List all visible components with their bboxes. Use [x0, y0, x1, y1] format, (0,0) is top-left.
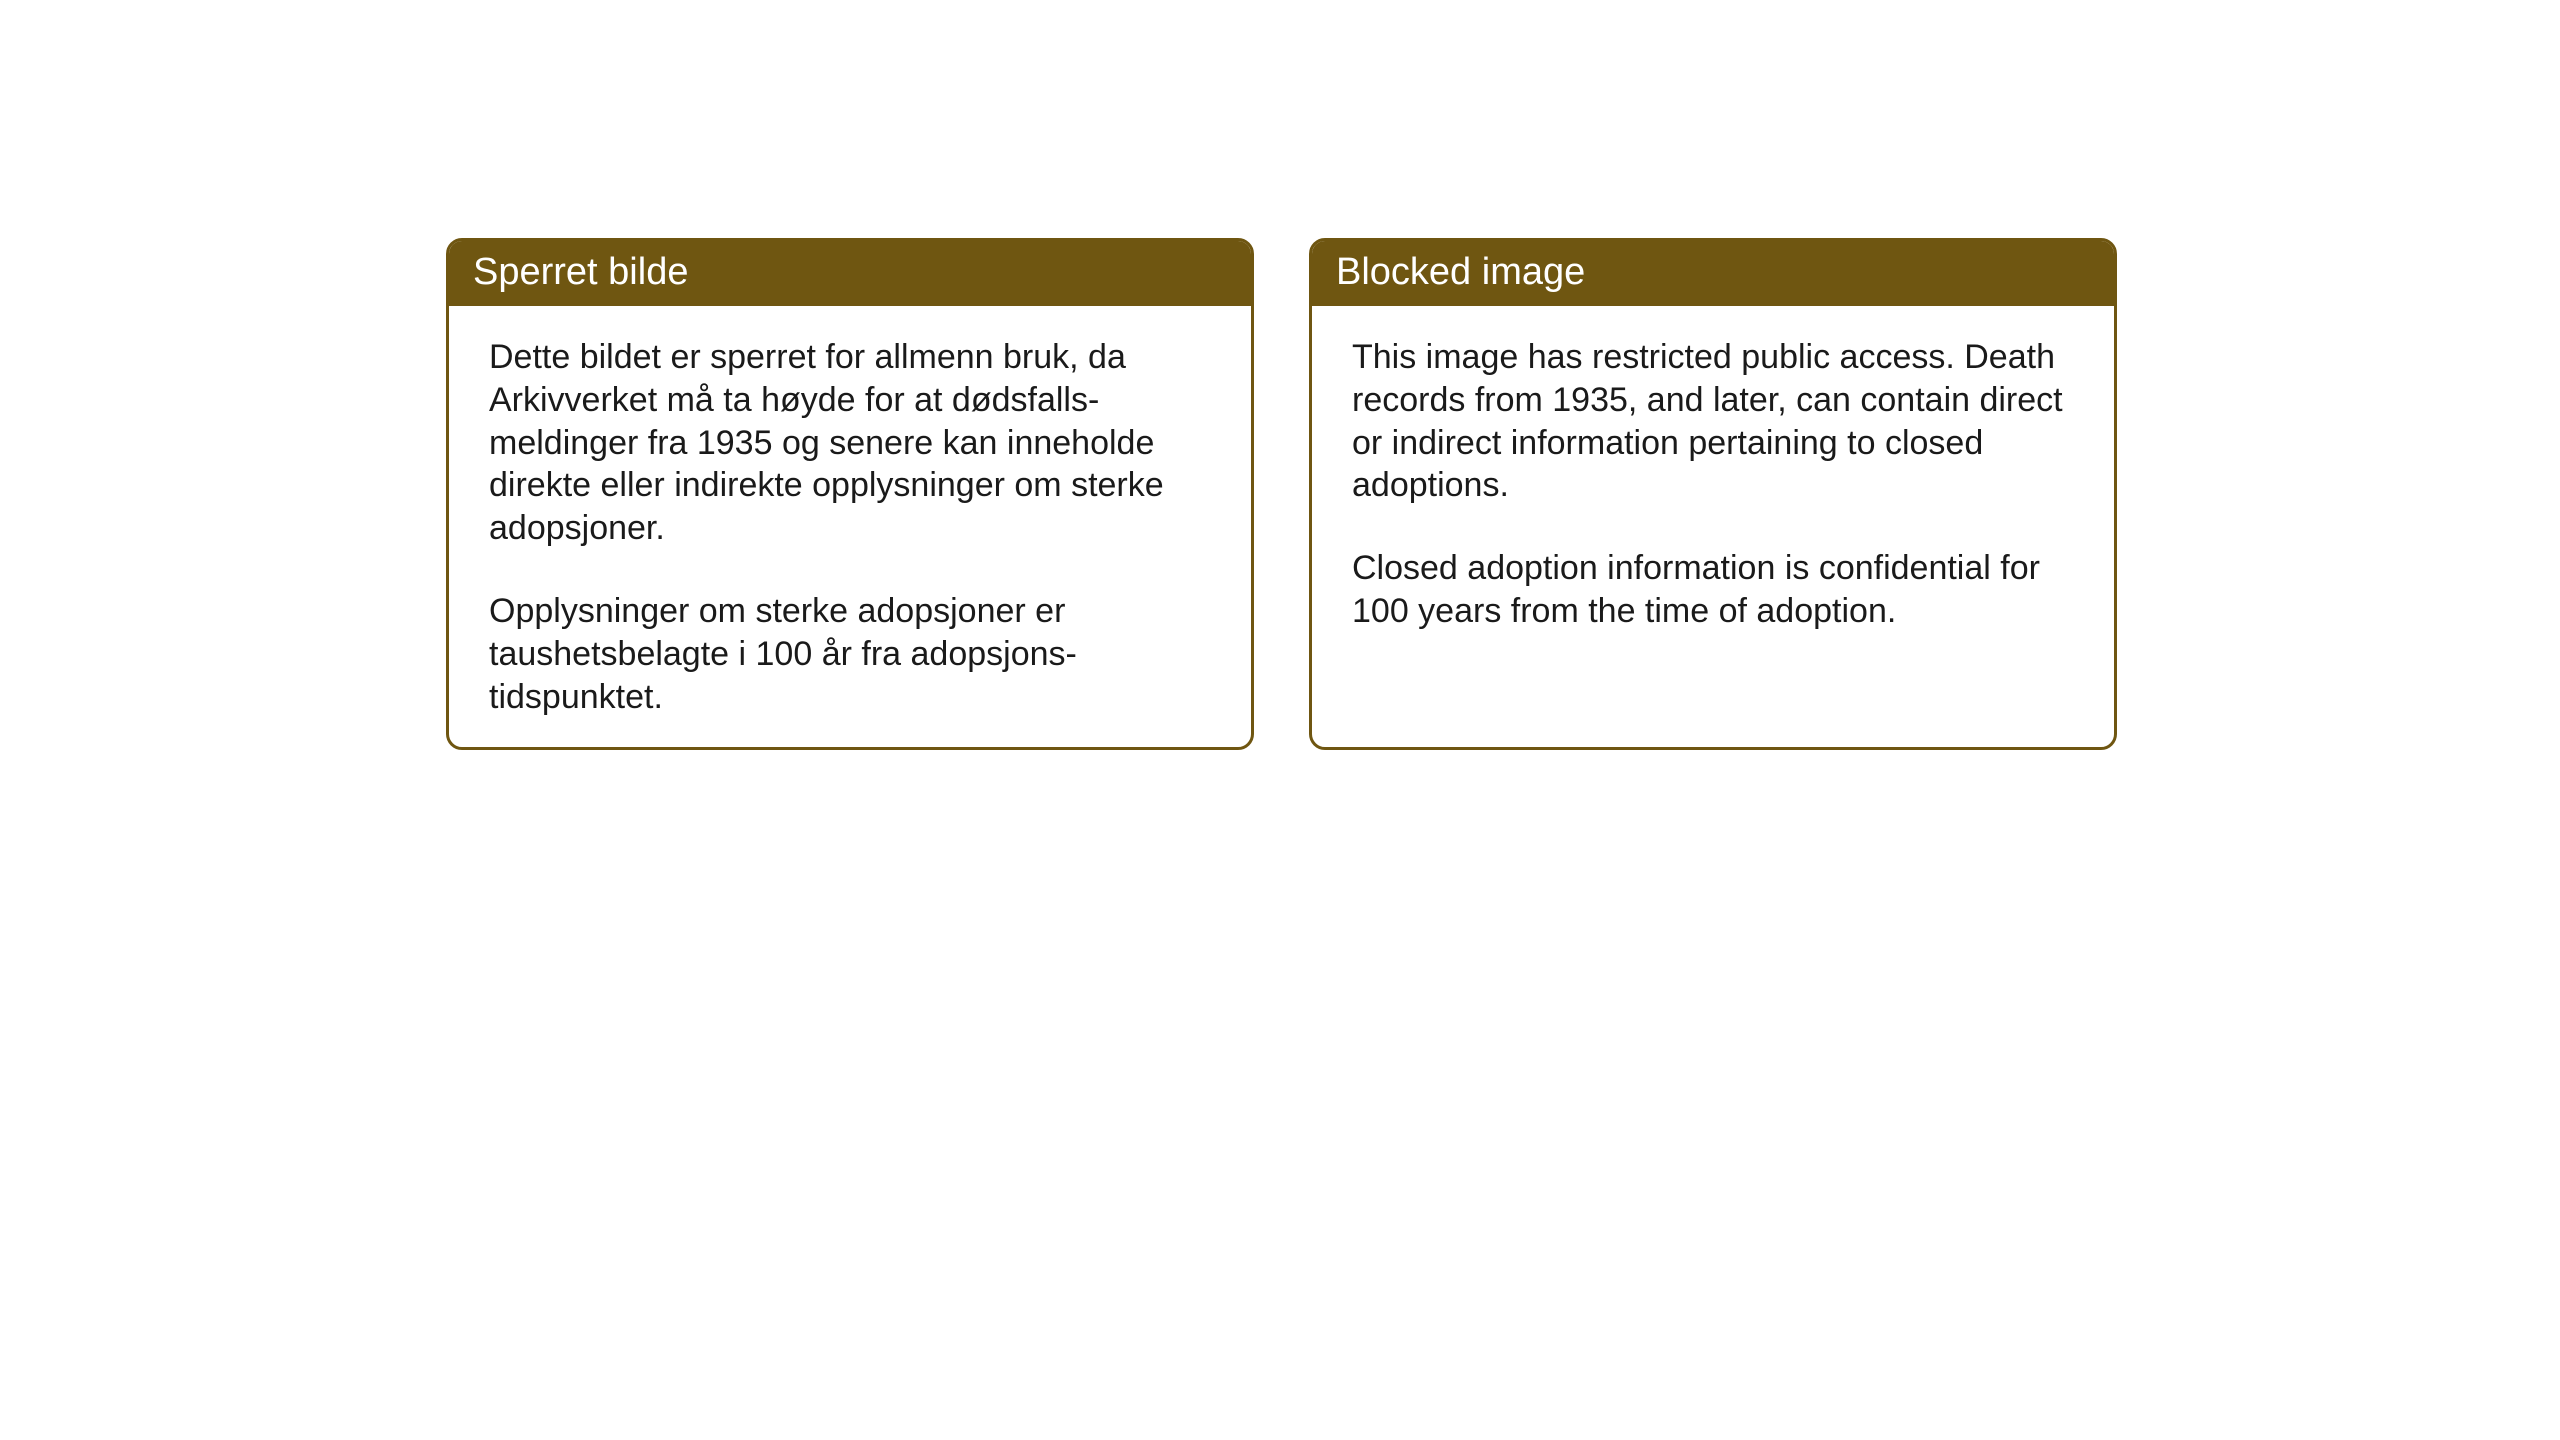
- card-body: This image has restricted public access.…: [1312, 306, 2114, 663]
- notice-card-norwegian: Sperret bilde Dette bildet er sperret fo…: [446, 238, 1254, 750]
- card-paragraph-1: This image has restricted public access.…: [1352, 336, 2074, 507]
- notice-card-english: Blocked image This image has restricted …: [1309, 238, 2117, 750]
- card-header: Sperret bilde: [449, 241, 1251, 306]
- card-paragraph-1: Dette bildet er sperret for allmenn bruk…: [489, 336, 1211, 550]
- card-paragraph-2: Opplysninger om sterke adopsjoner er tau…: [489, 590, 1211, 718]
- card-body: Dette bildet er sperret for allmenn bruk…: [449, 306, 1251, 749]
- card-header: Blocked image: [1312, 241, 2114, 306]
- card-paragraph-2: Closed adoption information is confident…: [1352, 547, 2074, 633]
- notice-cards-container: Sperret bilde Dette bildet er sperret fo…: [446, 238, 2117, 750]
